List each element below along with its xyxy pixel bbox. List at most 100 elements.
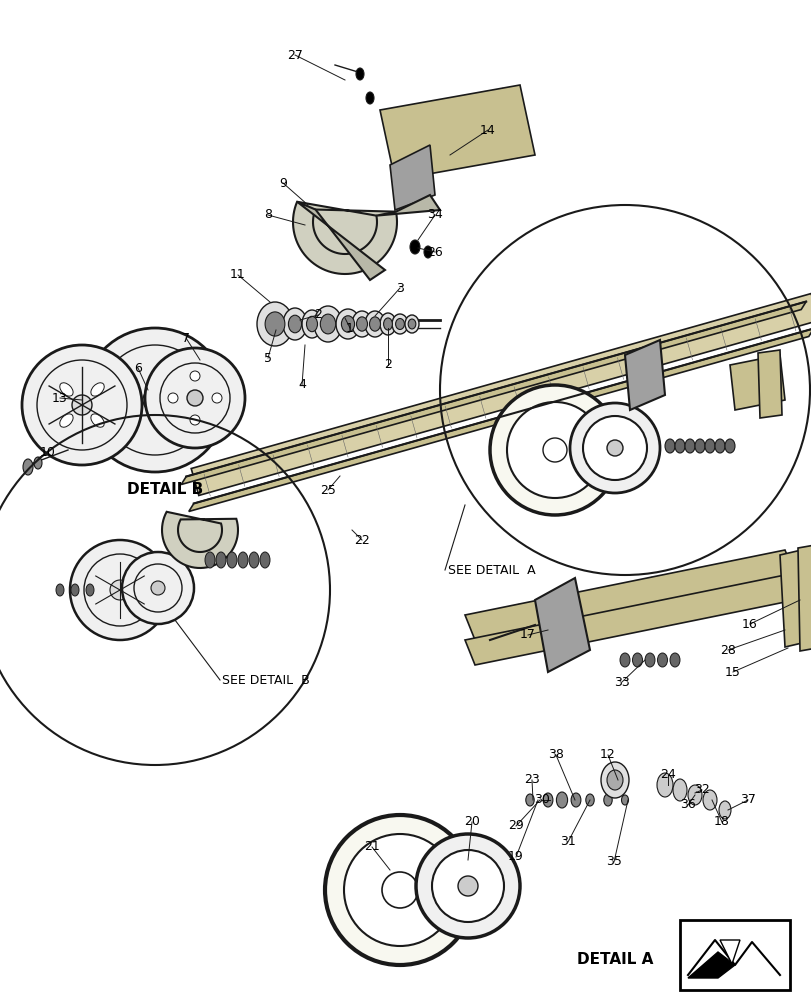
Ellipse shape — [684, 439, 694, 453]
Ellipse shape — [355, 68, 363, 80]
Circle shape — [489, 385, 620, 515]
Text: 35: 35 — [605, 855, 621, 868]
Circle shape — [143, 388, 167, 412]
Text: 11: 11 — [230, 268, 246, 282]
Text: 21: 21 — [363, 840, 380, 853]
Polygon shape — [757, 350, 781, 418]
Text: 24: 24 — [659, 768, 675, 781]
FancyBboxPatch shape — [679, 920, 789, 990]
Circle shape — [187, 390, 203, 406]
Text: 8: 8 — [264, 209, 272, 222]
Text: 9: 9 — [279, 177, 286, 190]
Text: 1: 1 — [345, 322, 354, 334]
Ellipse shape — [227, 552, 237, 568]
Polygon shape — [389, 145, 435, 210]
Ellipse shape — [283, 308, 307, 340]
Text: 31: 31 — [560, 835, 575, 848]
Text: 29: 29 — [508, 819, 523, 832]
Ellipse shape — [632, 653, 642, 667]
Polygon shape — [297, 202, 384, 280]
Text: 3: 3 — [396, 282, 403, 294]
Circle shape — [344, 834, 456, 946]
Circle shape — [415, 834, 519, 938]
Polygon shape — [465, 550, 794, 640]
Ellipse shape — [687, 785, 702, 805]
Polygon shape — [181, 302, 805, 485]
Polygon shape — [293, 202, 397, 274]
Text: 32: 32 — [693, 783, 709, 796]
Text: SEE DETAIL  B: SEE DETAIL B — [221, 674, 309, 686]
Ellipse shape — [405, 315, 418, 333]
Ellipse shape — [423, 246, 431, 258]
Text: 28: 28 — [719, 644, 735, 656]
Text: 10: 10 — [40, 446, 56, 460]
Ellipse shape — [204, 552, 215, 568]
Text: 27: 27 — [287, 49, 303, 62]
Ellipse shape — [669, 653, 679, 667]
Ellipse shape — [526, 794, 534, 806]
Ellipse shape — [724, 439, 734, 453]
Circle shape — [83, 328, 227, 472]
Text: 17: 17 — [519, 629, 535, 642]
Ellipse shape — [702, 790, 716, 810]
Ellipse shape — [392, 314, 407, 334]
Text: 4: 4 — [298, 378, 306, 391]
Text: 12: 12 — [599, 748, 615, 762]
Ellipse shape — [410, 240, 419, 254]
Text: 25: 25 — [320, 484, 336, 496]
Polygon shape — [465, 575, 794, 665]
Circle shape — [381, 872, 418, 908]
Circle shape — [324, 815, 474, 965]
Text: 22: 22 — [354, 534, 370, 546]
Ellipse shape — [60, 414, 73, 427]
Circle shape — [607, 440, 622, 456]
Text: 23: 23 — [523, 773, 539, 786]
Ellipse shape — [71, 584, 79, 596]
Ellipse shape — [351, 311, 371, 337]
Text: 26: 26 — [427, 245, 442, 258]
Ellipse shape — [249, 552, 259, 568]
Polygon shape — [687, 952, 734, 978]
Circle shape — [190, 415, 200, 425]
Text: DETAIL B: DETAIL B — [127, 483, 203, 497]
Text: 20: 20 — [464, 815, 479, 828]
Ellipse shape — [644, 653, 654, 667]
Circle shape — [212, 393, 221, 403]
Polygon shape — [380, 85, 534, 180]
Ellipse shape — [694, 439, 704, 453]
Polygon shape — [779, 548, 811, 647]
Circle shape — [582, 416, 646, 480]
Text: 19: 19 — [508, 850, 523, 863]
Ellipse shape — [306, 316, 317, 332]
Ellipse shape — [395, 318, 404, 330]
Circle shape — [122, 552, 194, 624]
Ellipse shape — [672, 779, 686, 801]
Ellipse shape — [674, 439, 684, 453]
Ellipse shape — [356, 317, 367, 331]
Circle shape — [109, 580, 130, 600]
Ellipse shape — [657, 653, 667, 667]
Text: 18: 18 — [713, 815, 729, 828]
Ellipse shape — [91, 414, 104, 427]
Text: SEE DETAIL  A: SEE DETAIL A — [448, 564, 535, 576]
Text: 6: 6 — [134, 361, 142, 374]
Text: 15: 15 — [724, 666, 740, 678]
Ellipse shape — [603, 794, 611, 806]
Text: 2: 2 — [384, 359, 392, 371]
Ellipse shape — [320, 314, 335, 334]
Text: 36: 36 — [680, 798, 695, 811]
Polygon shape — [797, 545, 811, 651]
Polygon shape — [376, 195, 440, 216]
Ellipse shape — [288, 315, 301, 333]
Circle shape — [70, 540, 169, 640]
Ellipse shape — [369, 317, 380, 331]
Ellipse shape — [543, 793, 552, 807]
Circle shape — [190, 371, 200, 381]
Ellipse shape — [408, 319, 415, 329]
Ellipse shape — [264, 312, 285, 336]
Polygon shape — [191, 294, 811, 495]
Circle shape — [72, 395, 92, 415]
Text: 34: 34 — [427, 209, 442, 222]
Text: 16: 16 — [741, 617, 757, 631]
Text: 38: 38 — [547, 748, 564, 762]
